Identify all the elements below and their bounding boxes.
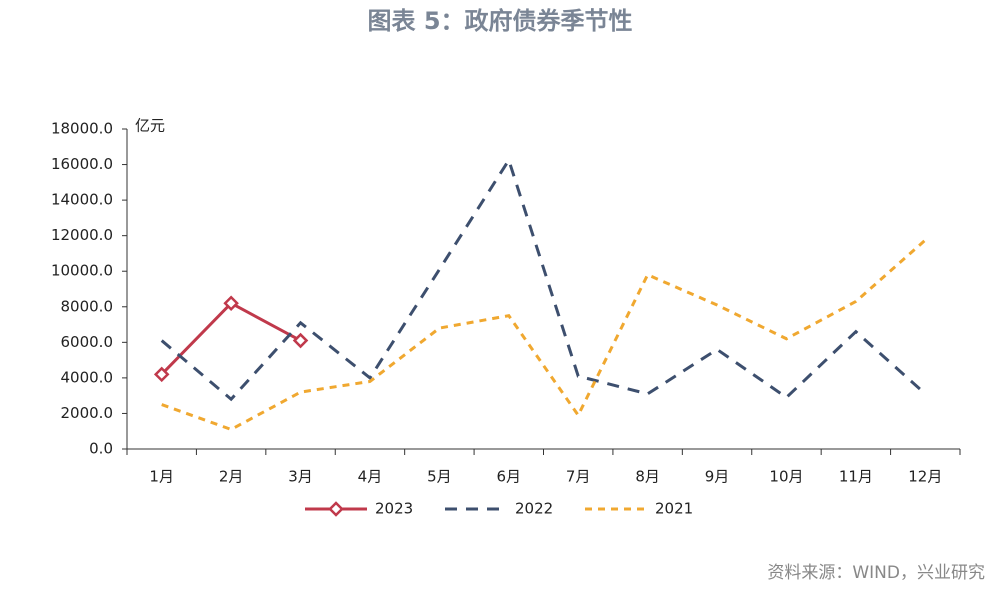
legend-marker (328, 501, 344, 517)
series-line (161, 238, 927, 432)
y-tick-label: 18000.0 (51, 120, 113, 138)
y-tick-label: 0.0 (89, 440, 113, 458)
legend-label: 2021 (655, 500, 693, 518)
x-tick-label: 4月 (358, 468, 383, 486)
x-tick-label: 11月 (839, 468, 873, 486)
series-line (160, 156, 927, 402)
x-tick-label: 12月 (908, 468, 942, 486)
y-tick-label: 12000.0 (51, 226, 113, 244)
x-tick-label: 3月 (288, 468, 313, 486)
y-tick-label: 4000.0 (61, 368, 114, 386)
marker (292, 332, 309, 349)
y-tick-label: 16000.0 (51, 155, 113, 173)
x-tick-label: 1月 (149, 468, 174, 486)
x-tick-label: 9月 (705, 468, 730, 486)
y-tick-label: 6000.0 (61, 333, 114, 351)
source: 资料来源：WIND，兴业研究 (767, 563, 985, 583)
x-tick-label: 5月 (427, 468, 452, 486)
x-tick-label: 6月 (497, 468, 522, 486)
x-tick-label: 8月 (635, 468, 660, 486)
x-tick-label: 10月 (769, 468, 803, 486)
legend-label: 2022 (515, 500, 553, 518)
y-tick-label: 2000.0 (61, 404, 114, 422)
x-tick-label: 2月 (219, 468, 244, 486)
marker (153, 366, 170, 383)
y-axis-label: 亿元 (135, 117, 165, 135)
y-tick-label: 10000.0 (51, 262, 113, 280)
chart-title: 图表 5：政府债券季节性 (367, 7, 632, 35)
x-tick-label: 7月 (566, 468, 591, 486)
y-tick-label: 14000.0 (51, 191, 113, 209)
legend-label: 2023 (375, 500, 413, 518)
series-line (160, 301, 302, 376)
y-tick-label: 8000.0 (61, 297, 114, 315)
marker (223, 295, 239, 311)
